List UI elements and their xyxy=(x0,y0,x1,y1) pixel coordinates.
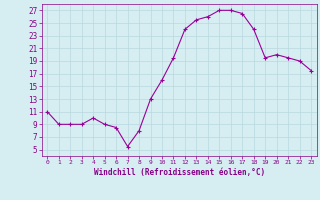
X-axis label: Windchill (Refroidissement éolien,°C): Windchill (Refroidissement éolien,°C) xyxy=(94,168,265,177)
